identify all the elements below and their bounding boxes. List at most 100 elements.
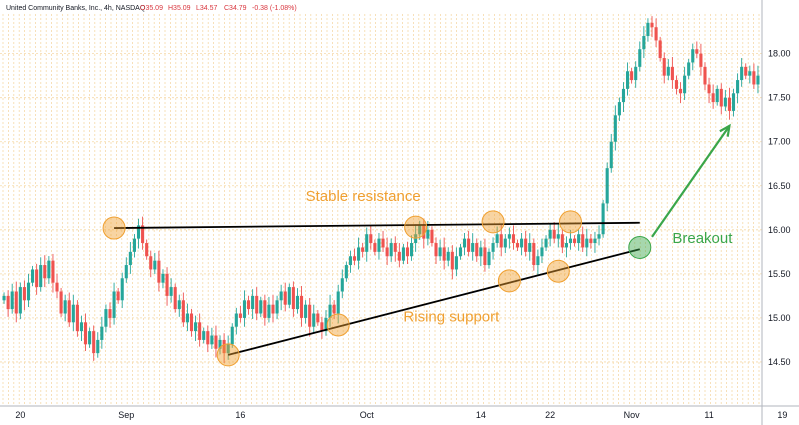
candle-body	[35, 269, 39, 288]
candle-body	[112, 291, 116, 318]
candle-body	[446, 251, 450, 261]
candle-body	[524, 238, 528, 252]
candle-body	[617, 102, 621, 116]
y-tick-label: 17.00	[768, 137, 791, 147]
candle-body	[752, 71, 756, 85]
candle-body	[385, 247, 389, 257]
y-tick-label: 16.00	[768, 225, 791, 235]
candle-body	[100, 326, 104, 340]
touch-markers	[102, 210, 652, 367]
candle-body	[336, 291, 340, 314]
candle-body	[748, 71, 752, 76]
candle-body	[83, 322, 88, 345]
candle-body	[153, 260, 157, 270]
candle-body	[230, 326, 234, 345]
candle-body	[430, 229, 434, 244]
symbol-title: United Community Banks, Inc., 4h, NASDAQ	[6, 5, 146, 12]
x-tick-label: 14	[476, 410, 486, 420]
candle-body	[483, 247, 487, 266]
candle-body	[161, 273, 165, 283]
candle-body	[426, 229, 430, 239]
y-tick-label: 17.50	[768, 93, 791, 103]
candle-body	[731, 93, 736, 111]
candle-body	[189, 313, 194, 332]
candle-body	[642, 36, 646, 50]
resistance-touch-marker	[102, 216, 126, 240]
ohlc-high: H35.09	[168, 5, 191, 12]
candle-body	[597, 234, 601, 239]
candle-body	[621, 88, 626, 103]
y-tick-label: 16.50	[768, 181, 791, 191]
candle-body	[88, 331, 92, 345]
candle-body	[124, 265, 128, 279]
candle-body	[47, 260, 51, 279]
candle-body	[438, 247, 442, 257]
candle-body	[10, 291, 14, 310]
candle-body	[149, 256, 153, 270]
x-tick-label: 11	[704, 410, 713, 420]
candle-body	[116, 291, 120, 301]
candle-body	[719, 88, 723, 107]
candle-body	[454, 256, 458, 270]
candle-body	[316, 313, 320, 323]
candle-body	[568, 238, 573, 244]
candle-body	[214, 335, 218, 349]
candle-body	[381, 238, 385, 248]
candle-body	[145, 243, 149, 257]
candle-body	[678, 88, 683, 94]
support-touch-marker	[546, 259, 570, 283]
candle-body	[51, 260, 55, 283]
candle-body	[251, 295, 255, 310]
candle-body	[666, 66, 670, 76]
candle-body	[128, 251, 132, 266]
candle-body	[707, 84, 711, 94]
candle-body	[141, 225, 145, 244]
candle-body	[373, 243, 377, 252]
candle-body	[120, 278, 124, 301]
candle-body	[79, 322, 84, 332]
candle-body	[198, 322, 202, 340]
x-tick-label: Sep	[118, 410, 134, 420]
candle-body	[324, 317, 328, 332]
candle-body	[605, 168, 609, 204]
candle-body	[14, 291, 18, 314]
candle-body	[548, 229, 552, 239]
candle-body	[520, 238, 524, 248]
candles	[2, 16, 760, 364]
candle-body	[63, 300, 67, 314]
candle-body	[222, 339, 226, 354]
y-tick-label: 15.50	[768, 269, 791, 279]
candle-body	[291, 287, 295, 310]
candle-body	[650, 22, 654, 28]
candle-body	[96, 339, 100, 354]
candle-body	[573, 238, 577, 244]
grid	[0, 14, 762, 406]
candle-body	[556, 234, 560, 239]
candle-body	[67, 300, 71, 323]
candle-body	[626, 71, 630, 89]
candle-body	[658, 40, 662, 59]
x-tick-label: 20	[15, 410, 25, 420]
candle-body	[397, 251, 401, 261]
candle-body	[544, 238, 548, 248]
candle-body	[475, 243, 479, 257]
candle-body	[348, 256, 352, 266]
candle-body	[173, 287, 177, 310]
candle-body	[683, 75, 687, 94]
candle-body	[238, 313, 242, 318]
candle-body	[104, 309, 108, 327]
candle-body	[194, 322, 198, 332]
candle-body	[71, 304, 75, 323]
candle-body	[740, 66, 744, 81]
candle-body	[736, 80, 740, 94]
candle-body	[369, 234, 373, 244]
candle-body	[601, 203, 605, 235]
annotation-label: Breakout	[672, 230, 733, 247]
support-touch-marker	[216, 343, 240, 367]
candle-body	[165, 273, 169, 296]
candle-body	[687, 62, 691, 76]
candle-body	[320, 322, 324, 332]
candle-body	[185, 313, 189, 323]
candle-body	[177, 300, 181, 310]
